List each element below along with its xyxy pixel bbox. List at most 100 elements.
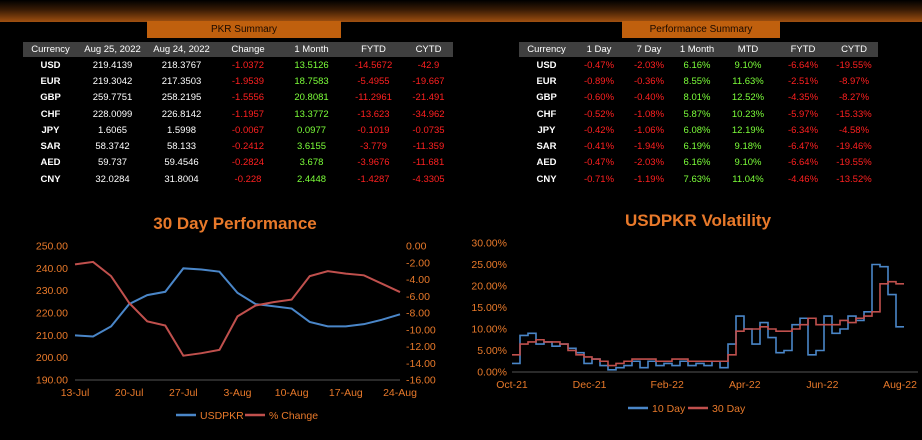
y-tick-label: 30.00%	[471, 238, 507, 250]
pkr-cell: -0.2824	[231, 157, 265, 169]
perf-cell: -1.19%	[633, 173, 665, 185]
pkr-col-header: Aug 25, 2022	[78, 42, 147, 57]
currency-code: JPY	[537, 124, 556, 136]
perf-row-cny: CNY -0.71% -1.19% 7.63% 11.04% -4.46% -13.52%	[519, 171, 878, 187]
perf-cell: -0.52%	[583, 108, 615, 120]
y-right-tick-label: 0.00	[406, 241, 427, 253]
perf-row-gbp: GBP -0.60% -0.40% 8.01% 12.52% -4.35% -8.27%	[519, 90, 878, 106]
pkr-cell: 20.8081	[294, 92, 329, 104]
pkr-cell: 58.133	[166, 141, 197, 153]
perf-row-sar: SAR -0.41% -1.94% 6.19% 9.18% -6.47% -19.46%	[519, 138, 878, 154]
perf-cell: -4.58%	[838, 124, 870, 136]
perf-row-jpy: JPY -0.42% -1.06% 6.08% 12.19% -6.34% -4.58%	[519, 122, 878, 138]
perf-cell: -0.41%	[583, 141, 615, 153]
perf-cell: -0.47%	[583, 59, 615, 71]
y-left-tick-label: 220.00	[36, 308, 68, 320]
pkr-cell: -1.4287	[357, 173, 390, 185]
x-tick-label: 20-Jul	[115, 387, 144, 399]
currency-code: USD	[536, 59, 557, 71]
perf-cell: -2.03%	[633, 59, 665, 71]
y-left-tick-label: 200.00	[36, 352, 68, 364]
perf-cell: -1.94%	[633, 141, 665, 153]
pkr-row-eur: EUR 219.3042 217.3503 -1.9539 18.7583 -5.4955…	[23, 73, 453, 89]
perf-cell: 9.10%	[734, 157, 762, 169]
pkr-cell: -0.0735	[412, 124, 445, 136]
currency-code: EUR	[536, 75, 557, 87]
pkr-cell: -11.359	[412, 141, 445, 153]
chart-title: 30 Day Performance	[153, 214, 316, 233]
perf-cell: 9.18%	[734, 141, 762, 153]
currency-code: SAR	[536, 141, 557, 153]
perf-col-header: 1 Day	[574, 42, 624, 57]
pkr-cell: 59.4546	[164, 157, 199, 169]
perf-cell: 12.52%	[731, 92, 765, 104]
pkr-cell: 217.3503	[161, 75, 202, 87]
perf-cell: -5.97%	[787, 108, 819, 120]
pkr-col-header: CYTD	[404, 42, 453, 57]
x-tick-label: 10-Aug	[275, 387, 309, 399]
x-tick-label: Apr-22	[729, 379, 761, 391]
currency-code: CHF	[536, 108, 557, 120]
perf-cell: 11.63%	[732, 75, 764, 87]
pkr-col-header: Change	[216, 42, 280, 57]
performance-chart: 30 Day Performance 190.00 200.00 210.00 220.…	[36, 214, 436, 422]
perf-cell: -6.34%	[787, 124, 819, 136]
pkr-row-usd: USD 219.4139 218.3767 -1.0372 13.5126 -14.567…	[23, 57, 453, 73]
legend-label-pct-change: % Change	[269, 410, 318, 422]
perf-cell: 6.16%	[683, 59, 711, 71]
pkr-cell: -4.3305	[412, 173, 445, 185]
pkr-col-header: FYTD	[343, 42, 404, 57]
perf-cell: -1.08%	[633, 108, 665, 120]
currency-code: EUR	[40, 75, 61, 87]
pkr-cell: -0.228	[234, 173, 262, 185]
currency-code: USD	[40, 59, 61, 71]
perf-row-chf: CHF -0.52% -1.08% 5.87% 10.23% -5.97% -15.33%	[519, 106, 878, 122]
pkr-cell: 0.0977	[296, 124, 327, 136]
pkr-cell: 1.5998	[166, 124, 197, 136]
pkr-row-gbp: GBP 259.7751 258.2195 -1.5556 20.8081 -11.296…	[23, 90, 453, 106]
pkr-row-chf: CHF 228.0099 226.8142 -1.1957 13.3772 -13.623…	[23, 106, 453, 122]
pkr-cell: 1.6065	[97, 124, 128, 136]
perf-cell: -6.64%	[787, 157, 819, 169]
perf-cell: -0.36%	[633, 75, 665, 87]
pkr-row-jpy: JPY 1.6065 1.5998 -0.0067 0.0977 -0.1019 -0.07…	[23, 122, 453, 138]
pkr-cell: -13.623	[357, 108, 390, 120]
pkr-cell: -5.4955	[357, 75, 390, 87]
perf-col-header: FYTD	[776, 42, 830, 57]
pkr-cell: -0.2412	[231, 141, 265, 153]
currency-code: GBP	[40, 92, 61, 104]
volatility-chart-panel: USDPKR Volatility 0.00% 5.00% 10.00% 15.00% 2…	[466, 204, 922, 435]
ten-day-series-line	[512, 263, 904, 371]
pkr-cell: 2.4448	[296, 173, 327, 185]
pkr-cell: 258.2195	[161, 92, 202, 104]
pkr-cell: 13.3772	[294, 108, 329, 120]
perf-col-header: MTD	[720, 42, 776, 57]
performance-chart-panel: 30 Day Performance 190.00 200.00 210.00 220.…	[20, 204, 450, 435]
volatility-chart: USDPKR Volatility 0.00% 5.00% 10.00% 15.00% 2…	[471, 211, 918, 415]
performance-summary-title: Performance Summary	[622, 21, 780, 38]
perf-cell: 6.08%	[683, 124, 711, 136]
pkr-cell: -11.681	[412, 157, 445, 169]
pkr-cell: 18.7583	[294, 75, 329, 87]
perf-cell: 8.55%	[683, 75, 711, 87]
perf-cell: -6.47%	[787, 141, 819, 153]
pkr-cell: 31.8004	[164, 173, 199, 185]
pkr-cell: 3.6155	[296, 141, 327, 153]
legend-label-30-day: 30 Day	[712, 403, 746, 415]
perf-cell: -0.40%	[633, 92, 665, 104]
currency-code: GBP	[536, 92, 557, 104]
y-tick-label: 5.00%	[477, 345, 507, 357]
y-right-tick-label: -4.00	[406, 274, 430, 286]
y-left-tick-label: 240.00	[36, 263, 68, 275]
perf-cell: -1.06%	[633, 124, 665, 136]
perf-cell: -19.55%	[836, 59, 872, 71]
pkr-cell: 3.678	[299, 157, 324, 169]
pct-change-series-line	[74, 260, 401, 357]
pkr-cell: 219.3042	[92, 75, 133, 87]
x-tick-label: 24-Aug	[383, 387, 417, 399]
perf-cell: 9.10%	[734, 59, 762, 71]
perf-cell: -0.42%	[583, 124, 615, 136]
perf-cell: -0.47%	[583, 157, 615, 169]
x-tick-label: Oct-21	[496, 379, 528, 391]
perf-cell: -2.03%	[633, 157, 665, 169]
